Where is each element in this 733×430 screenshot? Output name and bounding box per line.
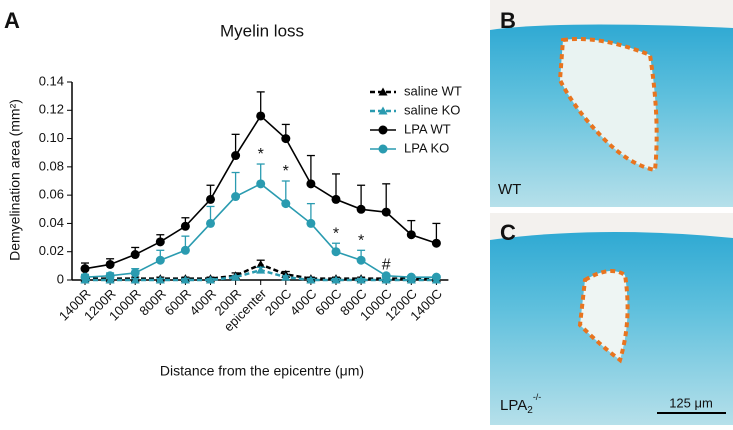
- marker: [206, 275, 215, 284]
- y-tick-label: 0.06: [39, 187, 64, 202]
- legend-label: LPA WT: [404, 121, 451, 136]
- micrograph-c: [490, 213, 733, 425]
- marker: [306, 218, 316, 228]
- legend-marker: [378, 106, 388, 115]
- legend-marker: [378, 144, 388, 154]
- x-tick-label: 600C: [312, 286, 345, 319]
- marker: [256, 179, 266, 189]
- chart-title: Myelin loss: [220, 21, 304, 40]
- annotation: *: [258, 146, 264, 163]
- panel-label: A: [4, 8, 20, 33]
- marker: [256, 265, 266, 274]
- caption-subscript: 2: [527, 405, 533, 416]
- marker: [80, 264, 90, 274]
- x-tick-label: 800R: [136, 286, 169, 319]
- marker: [155, 255, 165, 265]
- marker: [431, 238, 441, 248]
- annotation: *: [283, 163, 289, 180]
- micrograph-b: [490, 0, 733, 208]
- marker: [356, 204, 366, 214]
- x-tick-label: 400R: [186, 286, 219, 319]
- marker: [130, 275, 140, 284]
- marker: [80, 272, 90, 282]
- x-tick-label: 400C: [287, 286, 320, 319]
- scale-bar-label: 125 μm: [669, 395, 713, 410]
- y-tick-label: 0.08: [39, 158, 64, 173]
- marker: [231, 272, 241, 281]
- y-tick-label: 0.02: [39, 243, 64, 258]
- caption-superscript: -/-: [533, 392, 542, 402]
- y-tick-label: 0.04: [39, 215, 64, 230]
- marker: [231, 192, 241, 202]
- marker: [130, 268, 140, 278]
- marker: [256, 111, 266, 121]
- panel-label: C: [500, 220, 516, 245]
- caption-text: LPA: [500, 397, 527, 414]
- y-tick-label: 0: [57, 271, 64, 286]
- marker: [331, 275, 341, 284]
- marker: [331, 194, 341, 204]
- legend-label: saline WT: [404, 83, 462, 98]
- legend-label: LPA KO: [404, 140, 449, 155]
- marker: [381, 271, 391, 281]
- marker: [431, 272, 441, 282]
- marker: [381, 207, 391, 217]
- marker: [406, 230, 416, 240]
- marker: [281, 199, 291, 209]
- marker: [281, 272, 291, 281]
- marker: [356, 255, 366, 265]
- marker: [256, 259, 266, 268]
- legend-marker: [378, 87, 388, 96]
- y-tick-label: 0.10: [39, 130, 64, 145]
- y-axis-label: Demyelination area (mm²): [7, 99, 23, 261]
- marker: [206, 194, 215, 204]
- legend-label: saline KO: [404, 102, 460, 117]
- marker: [180, 221, 190, 231]
- marker: [105, 259, 115, 269]
- marker: [155, 275, 165, 284]
- panel-caption: WT: [498, 181, 521, 198]
- marker: [356, 275, 366, 284]
- series-line: [84, 114, 437, 270]
- marker: [180, 245, 190, 255]
- marker: [306, 179, 316, 189]
- x-tick-label: 200C: [262, 286, 295, 319]
- panel-caption: LPA2-/-: [500, 392, 541, 415]
- marker: [331, 247, 341, 257]
- annotation: *: [358, 233, 364, 250]
- marker: [231, 151, 241, 161]
- marker: [406, 272, 416, 282]
- marker: [180, 275, 190, 284]
- y-tick-label: 0.14: [39, 73, 64, 88]
- legend-marker: [378, 125, 388, 135]
- marker: [281, 134, 291, 144]
- annotation: *: [333, 225, 339, 242]
- marker: [206, 218, 215, 228]
- y-tick-label: 0.12: [39, 102, 64, 117]
- annotation: #: [382, 257, 391, 274]
- marker: [105, 271, 115, 281]
- x-tick-label: 600R: [161, 286, 194, 319]
- marker: [306, 275, 316, 284]
- x-axis-label: Distance from the epicentre (μm): [160, 363, 364, 379]
- panel-label: B: [500, 8, 516, 33]
- marker: [155, 237, 165, 247]
- marker: [130, 250, 140, 260]
